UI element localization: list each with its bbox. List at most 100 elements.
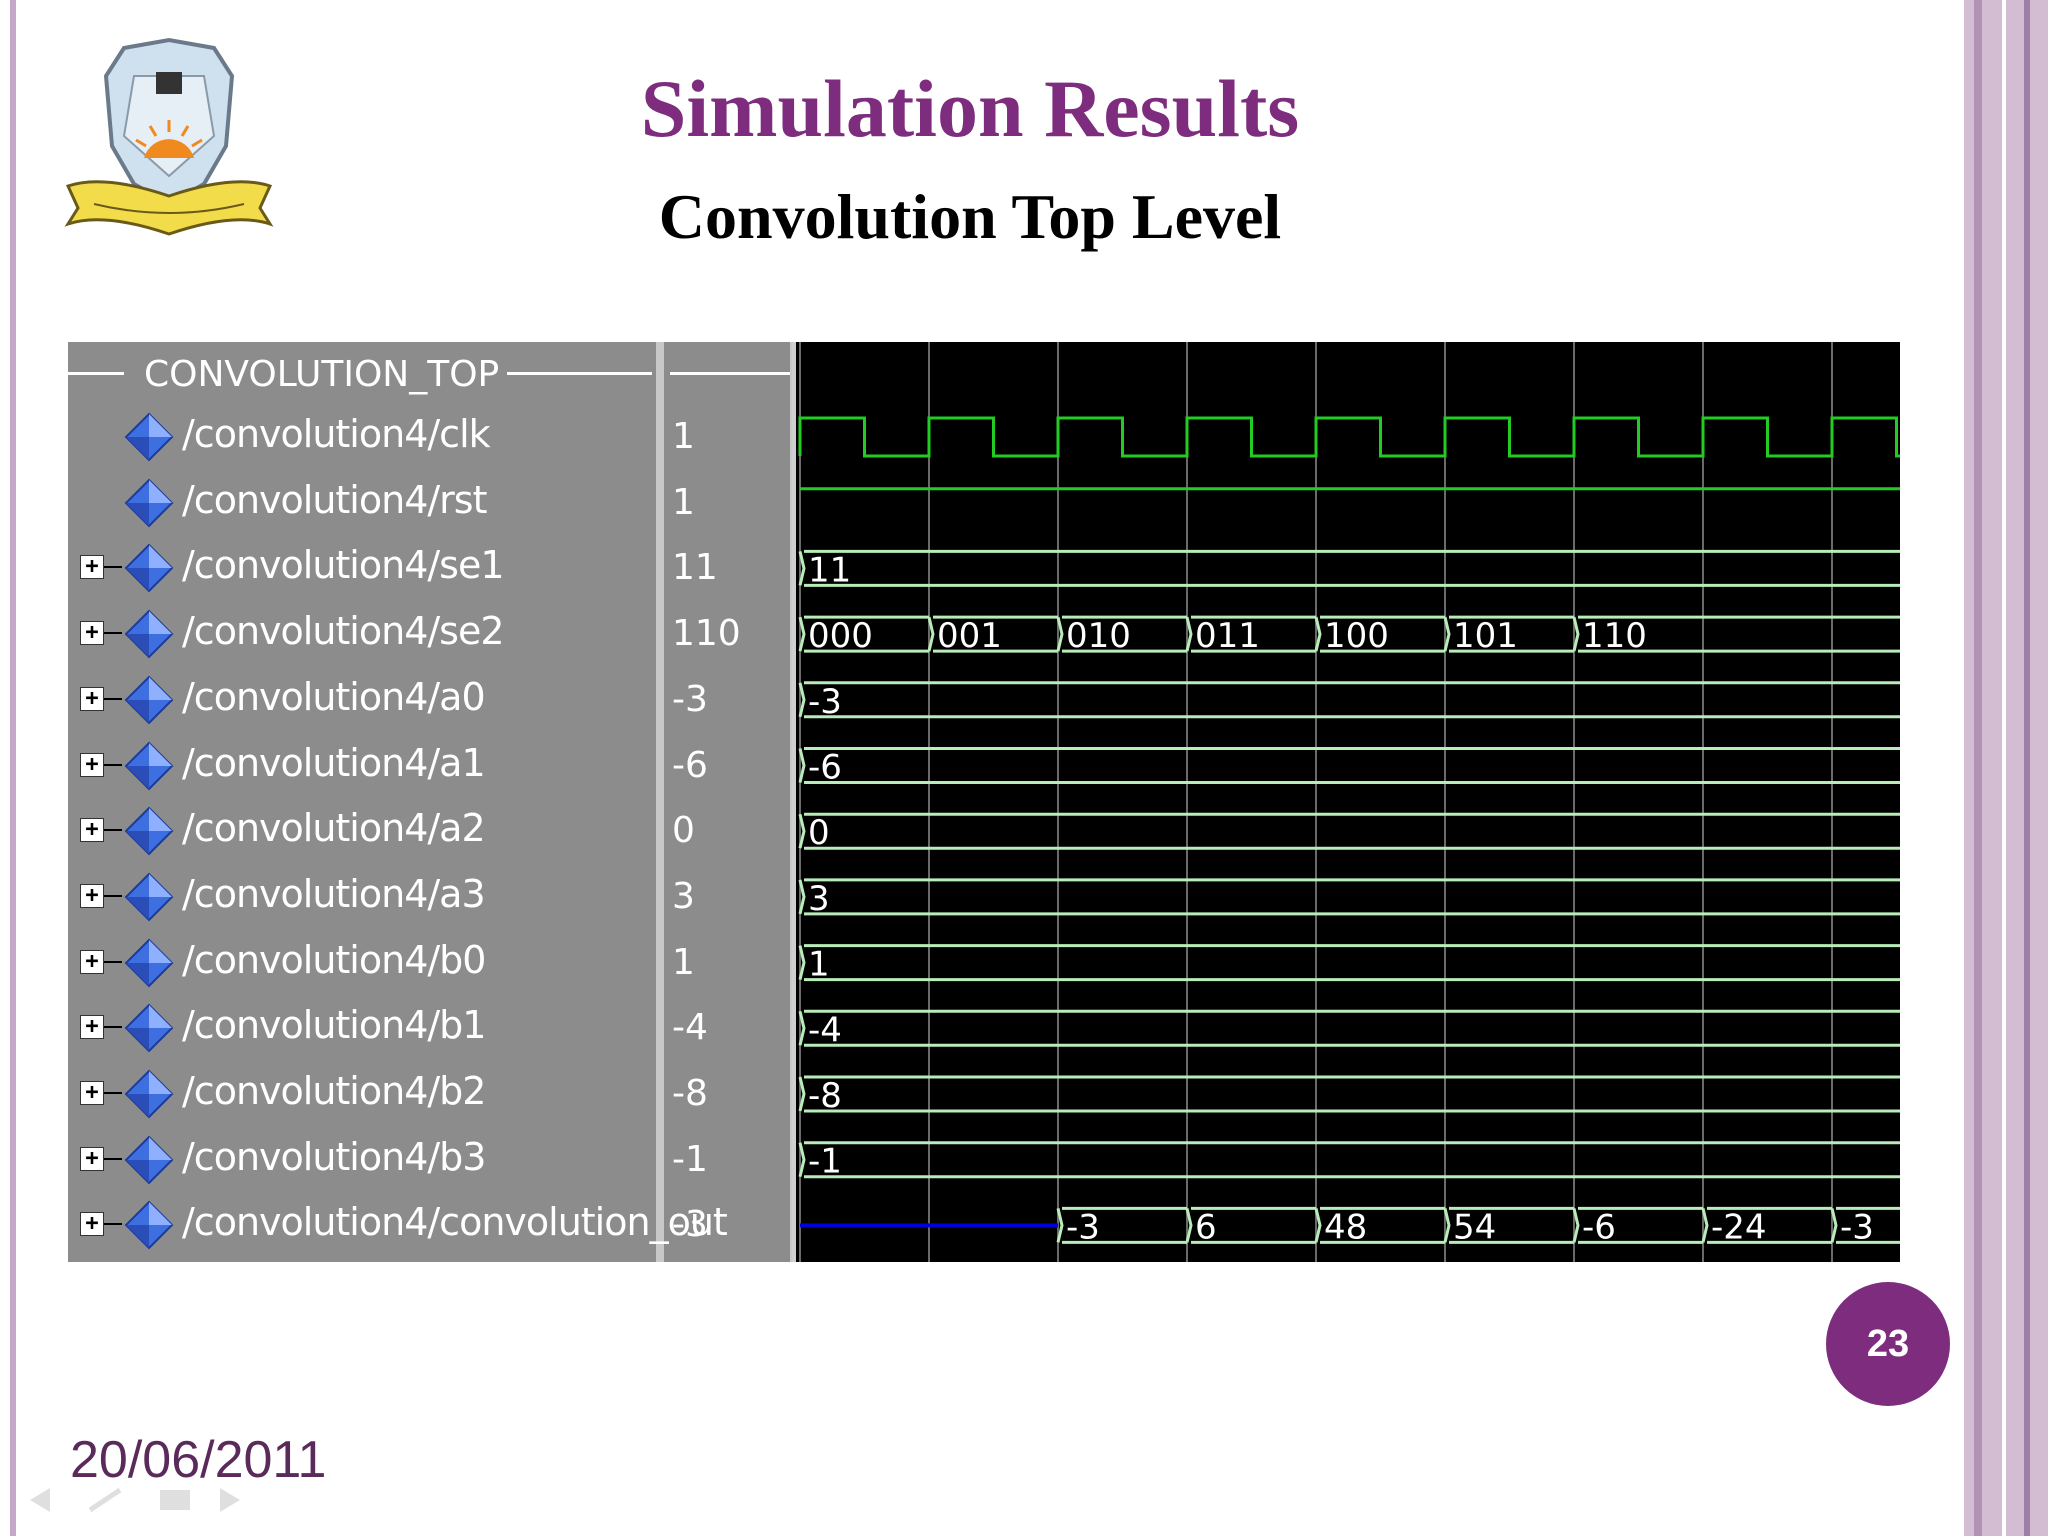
waveform-viewer: CONVOLUTION_TOP /convolution4/clk 1/convo… bbox=[68, 342, 1900, 1262]
bus-transition bbox=[1443, 1208, 1451, 1243]
bus-transition bbox=[798, 879, 806, 915]
signal-row[interactable]: + /convolution4/convolution_out bbox=[68, 1192, 728, 1258]
signal-name: /convolution4/convolution_out bbox=[182, 1200, 728, 1245]
signal-row[interactable]: /convolution4/clk bbox=[68, 404, 656, 470]
signal-row[interactable]: + /convolution4/a0 bbox=[68, 667, 656, 733]
bus-value-label: 101 bbox=[1453, 616, 1518, 656]
bus-value-label: 6 bbox=[1195, 1207, 1217, 1247]
bus-transition bbox=[1572, 1208, 1580, 1243]
signal-name: /convolution4/a1 bbox=[182, 740, 486, 785]
signal-value: -3 bbox=[672, 678, 708, 720]
signal-name: /convolution4/a3 bbox=[182, 871, 486, 916]
signal-row[interactable]: + /convolution4/a2 bbox=[68, 798, 656, 864]
expand-toggle-icon[interactable]: + bbox=[80, 883, 104, 908]
signal-diamond-icon bbox=[124, 478, 174, 528]
bus-value-label: 000 bbox=[808, 616, 873, 656]
signal-row[interactable]: + /convolution4/se2 bbox=[68, 601, 656, 667]
bus-value-label: 100 bbox=[1324, 616, 1389, 656]
signal-diamond-icon bbox=[124, 741, 174, 790]
bus-transition bbox=[1314, 616, 1322, 652]
expand-toggle-icon[interactable]: + bbox=[80, 1015, 104, 1040]
bus-transition bbox=[1056, 1208, 1064, 1243]
signal-value: 0 bbox=[672, 810, 695, 852]
left-border-rule bbox=[10, 0, 16, 1536]
bus-value-label: -4 bbox=[808, 1010, 842, 1050]
signal-diamond-icon bbox=[124, 1003, 174, 1053]
bus-value-label: 54 bbox=[1453, 1207, 1496, 1247]
signal-name: /convolution4/a2 bbox=[182, 806, 486, 851]
bus-value-label: -3 bbox=[1840, 1207, 1874, 1247]
bus-value-label: 1 bbox=[808, 945, 830, 985]
signal-name: /convolution4/b1 bbox=[182, 1003, 486, 1048]
slide-date: 20/06/2011 bbox=[70, 1431, 327, 1489]
bus-transition bbox=[798, 682, 806, 718]
bus-value-label: 0 bbox=[808, 813, 830, 853]
expand-toggle-icon[interactable]: + bbox=[80, 1081, 104, 1105]
signal-row[interactable]: + /convolution4/b2 bbox=[68, 1061, 656, 1127]
waveform-canvas: 11 000 001 010 011 100 101 110 -3 -6 0 3 1 -4 -8 -1 -3 6 4… bbox=[792, 342, 1900, 1262]
expand-toggle-icon[interactable]: + bbox=[80, 621, 104, 646]
bus-value-label: 010 bbox=[1066, 616, 1131, 656]
bus-transition bbox=[1443, 616, 1451, 652]
tree-connector bbox=[104, 1223, 122, 1226]
signal-name: /convolution4/a0 bbox=[182, 674, 486, 719]
bus-value-label: 001 bbox=[937, 616, 1002, 656]
signal-name: /convolution4/b0 bbox=[182, 937, 486, 982]
tree-connector bbox=[104, 1092, 122, 1094]
signal-diamond-icon bbox=[124, 938, 174, 988]
expand-toggle-icon[interactable]: + bbox=[80, 1212, 104, 1237]
bus-transition bbox=[798, 813, 806, 849]
bus-value-label: -6 bbox=[1582, 1207, 1616, 1247]
right-decorative-border bbox=[1964, 0, 2048, 1536]
bus-value-label: -1 bbox=[808, 1142, 842, 1182]
signal-row[interactable]: + /convolution4/b3 bbox=[68, 1127, 656, 1193]
signal-diamond-icon bbox=[124, 1200, 174, 1250]
signal-row[interactable]: + /convolution4/se1 bbox=[68, 535, 656, 601]
group-label: CONVOLUTION_TOP bbox=[136, 354, 508, 395]
signal-row[interactable]: + /convolution4/a3 bbox=[68, 864, 656, 930]
tree-connector bbox=[104, 829, 122, 832]
group-header: CONVOLUTION_TOP bbox=[68, 342, 656, 404]
bus-transition bbox=[798, 748, 806, 783]
college-crest-logo bbox=[64, 37, 274, 236]
clk-waveform bbox=[798, 416, 1900, 458]
wave-plot-area[interactable]: 11 000 001 010 011 100 101 110 -3 -6 0 3 1 -4 -8 -1 -3 6 4… bbox=[792, 342, 1900, 1262]
signal-diamond-icon bbox=[124, 1069, 174, 1119]
bus-value-label: 3 bbox=[808, 879, 830, 919]
bus-transition bbox=[798, 616, 806, 652]
bus-transition bbox=[798, 1142, 806, 1178]
signal-value: -3 bbox=[672, 1204, 708, 1246]
bus-transition bbox=[1572, 616, 1580, 652]
bus-transition bbox=[1056, 616, 1064, 652]
tree-connector bbox=[104, 632, 122, 635]
signal-row[interactable]: + /convolution4/b0 bbox=[68, 930, 656, 996]
signal-value: 1 bbox=[672, 416, 695, 457]
signal-diamond-icon bbox=[124, 412, 174, 462]
bus-transition bbox=[798, 1010, 806, 1046]
bus-transition bbox=[1701, 1208, 1709, 1243]
bus-transition bbox=[927, 616, 935, 652]
signal-name: /convolution4/clk bbox=[182, 412, 491, 456]
signal-diamond-icon bbox=[124, 1135, 174, 1185]
expand-toggle-icon[interactable]: + bbox=[80, 752, 104, 777]
signal-row[interactable]: + /convolution4/b1 bbox=[68, 995, 656, 1061]
tree-connector bbox=[104, 960, 122, 963]
signal-row[interactable]: + /convolution4/a1 bbox=[68, 733, 656, 799]
signal-diamond-icon bbox=[124, 872, 174, 922]
expand-toggle-icon[interactable]: + bbox=[80, 686, 104, 711]
bus-transition bbox=[1830, 1208, 1838, 1243]
signal-row[interactable]: /convolution4/rst bbox=[68, 470, 656, 536]
signal-value: 3 bbox=[672, 875, 695, 917]
bus-value-label: 110 bbox=[1582, 616, 1647, 656]
tree-connector bbox=[104, 1157, 122, 1160]
expand-toggle-icon[interactable]: + bbox=[80, 949, 104, 974]
expand-toggle-icon[interactable]: + bbox=[80, 555, 104, 580]
signal-value: -8 bbox=[672, 1073, 708, 1114]
bus-value-label: -6 bbox=[808, 748, 842, 788]
slide-subtitle: Convolution Top Level bbox=[658, 181, 1282, 252]
expand-toggle-icon[interactable]: + bbox=[80, 818, 104, 843]
bus-transition bbox=[1185, 1208, 1193, 1243]
bus-transition bbox=[798, 1076, 806, 1112]
expand-toggle-icon[interactable]: + bbox=[80, 1146, 104, 1171]
signal-name: /convolution4/rst bbox=[182, 477, 487, 522]
